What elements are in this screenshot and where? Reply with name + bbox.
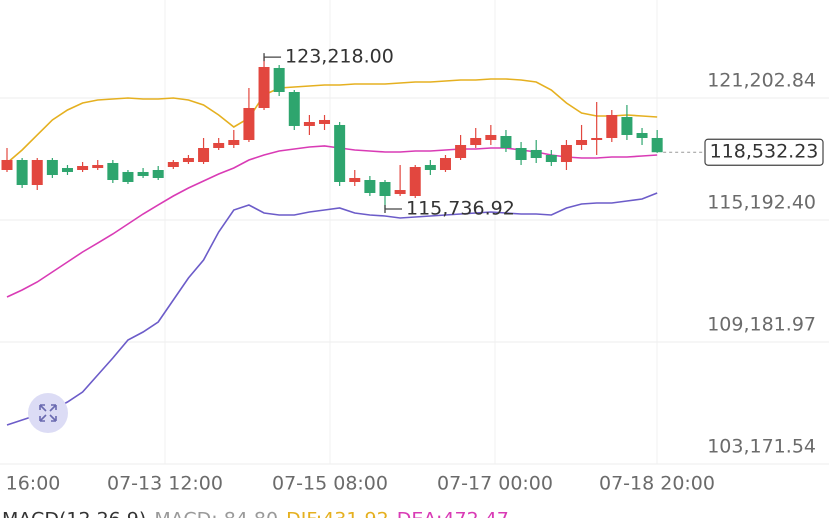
y-tick-label: 103,171.54 bbox=[707, 436, 816, 458]
candle-body bbox=[560, 144, 572, 163]
candle-body bbox=[439, 158, 451, 171]
y-tick-label: 109,181.97 bbox=[707, 314, 816, 336]
candle-body bbox=[394, 190, 406, 195]
band-line bbox=[6, 192, 658, 426]
x-tick-label: 07-18 20:00 bbox=[599, 473, 715, 495]
candle-body bbox=[500, 136, 512, 148]
candle-body bbox=[303, 122, 315, 126]
candle-body bbox=[591, 137, 603, 141]
candle-body bbox=[182, 158, 194, 163]
candle-body bbox=[576, 140, 588, 145]
candle-body bbox=[424, 165, 436, 171]
candle-body bbox=[409, 166, 421, 197]
x-tick-label: 07-17 00:00 bbox=[437, 473, 553, 495]
candle-body bbox=[77, 166, 89, 171]
annotation-leader bbox=[384, 204, 402, 213]
last-price-label: 118,532.23 bbox=[710, 141, 819, 163]
candle-body bbox=[46, 159, 58, 175]
candle-body bbox=[530, 149, 542, 159]
candle-body bbox=[470, 137, 482, 145]
macd-legend: MACD: 84.80 bbox=[154, 509, 278, 518]
candle-body bbox=[455, 144, 467, 159]
x-tick-label: 16:00 bbox=[6, 473, 61, 495]
candle-body bbox=[16, 159, 28, 185]
candle-body bbox=[334, 124, 346, 182]
candle-body bbox=[364, 180, 376, 193]
zoom-button[interactable] bbox=[28, 393, 68, 433]
candle-body bbox=[228, 140, 240, 145]
candle-body bbox=[61, 168, 73, 172]
candle-body bbox=[636, 133, 648, 138]
candle-body bbox=[1, 159, 13, 171]
annotation-label: 123,218.00 bbox=[285, 46, 394, 68]
zoom-icon bbox=[39, 404, 57, 422]
candle-body bbox=[485, 134, 497, 141]
candle-body bbox=[621, 117, 633, 135]
band-line bbox=[6, 145, 658, 298]
candle-body bbox=[137, 171, 149, 177]
candle-body bbox=[213, 142, 225, 148]
candle-body bbox=[152, 170, 164, 178]
last-price-box bbox=[704, 138, 824, 166]
zoom-circle[interactable] bbox=[28, 393, 68, 433]
candle-body bbox=[167, 162, 179, 167]
band-line bbox=[6, 78, 658, 164]
candle-body bbox=[288, 92, 300, 126]
annotation-leader bbox=[263, 53, 282, 62]
candle-body bbox=[243, 107, 255, 141]
candle-body bbox=[515, 147, 527, 160]
macd-legend: DIF:431.92 bbox=[286, 509, 389, 518]
macd-legend: MACD(12,26,9) bbox=[2, 509, 146, 518]
candle-body bbox=[349, 177, 361, 182]
candle-body bbox=[651, 137, 663, 153]
candle-body bbox=[92, 165, 104, 169]
candle-body bbox=[319, 119, 331, 124]
candle-body bbox=[31, 159, 43, 185]
x-tick-label: 07-15 08:00 bbox=[272, 473, 388, 495]
candle-body bbox=[273, 67, 285, 93]
y-tick-label: 115,192.40 bbox=[707, 192, 816, 214]
candle-body bbox=[122, 171, 134, 182]
candle-body bbox=[379, 181, 391, 197]
candle-body bbox=[545, 155, 557, 163]
candle-body bbox=[258, 66, 270, 108]
macd-legend: DEA:472.47 bbox=[397, 509, 509, 518]
x-tick-label: 07-13 12:00 bbox=[107, 473, 223, 495]
candle-body bbox=[606, 114, 618, 138]
y-tick-label: 121,202.84 bbox=[707, 70, 816, 92]
candle-body bbox=[198, 147, 210, 163]
annotation-label: 115,736.92 bbox=[406, 197, 515, 219]
candle-body bbox=[107, 162, 119, 181]
